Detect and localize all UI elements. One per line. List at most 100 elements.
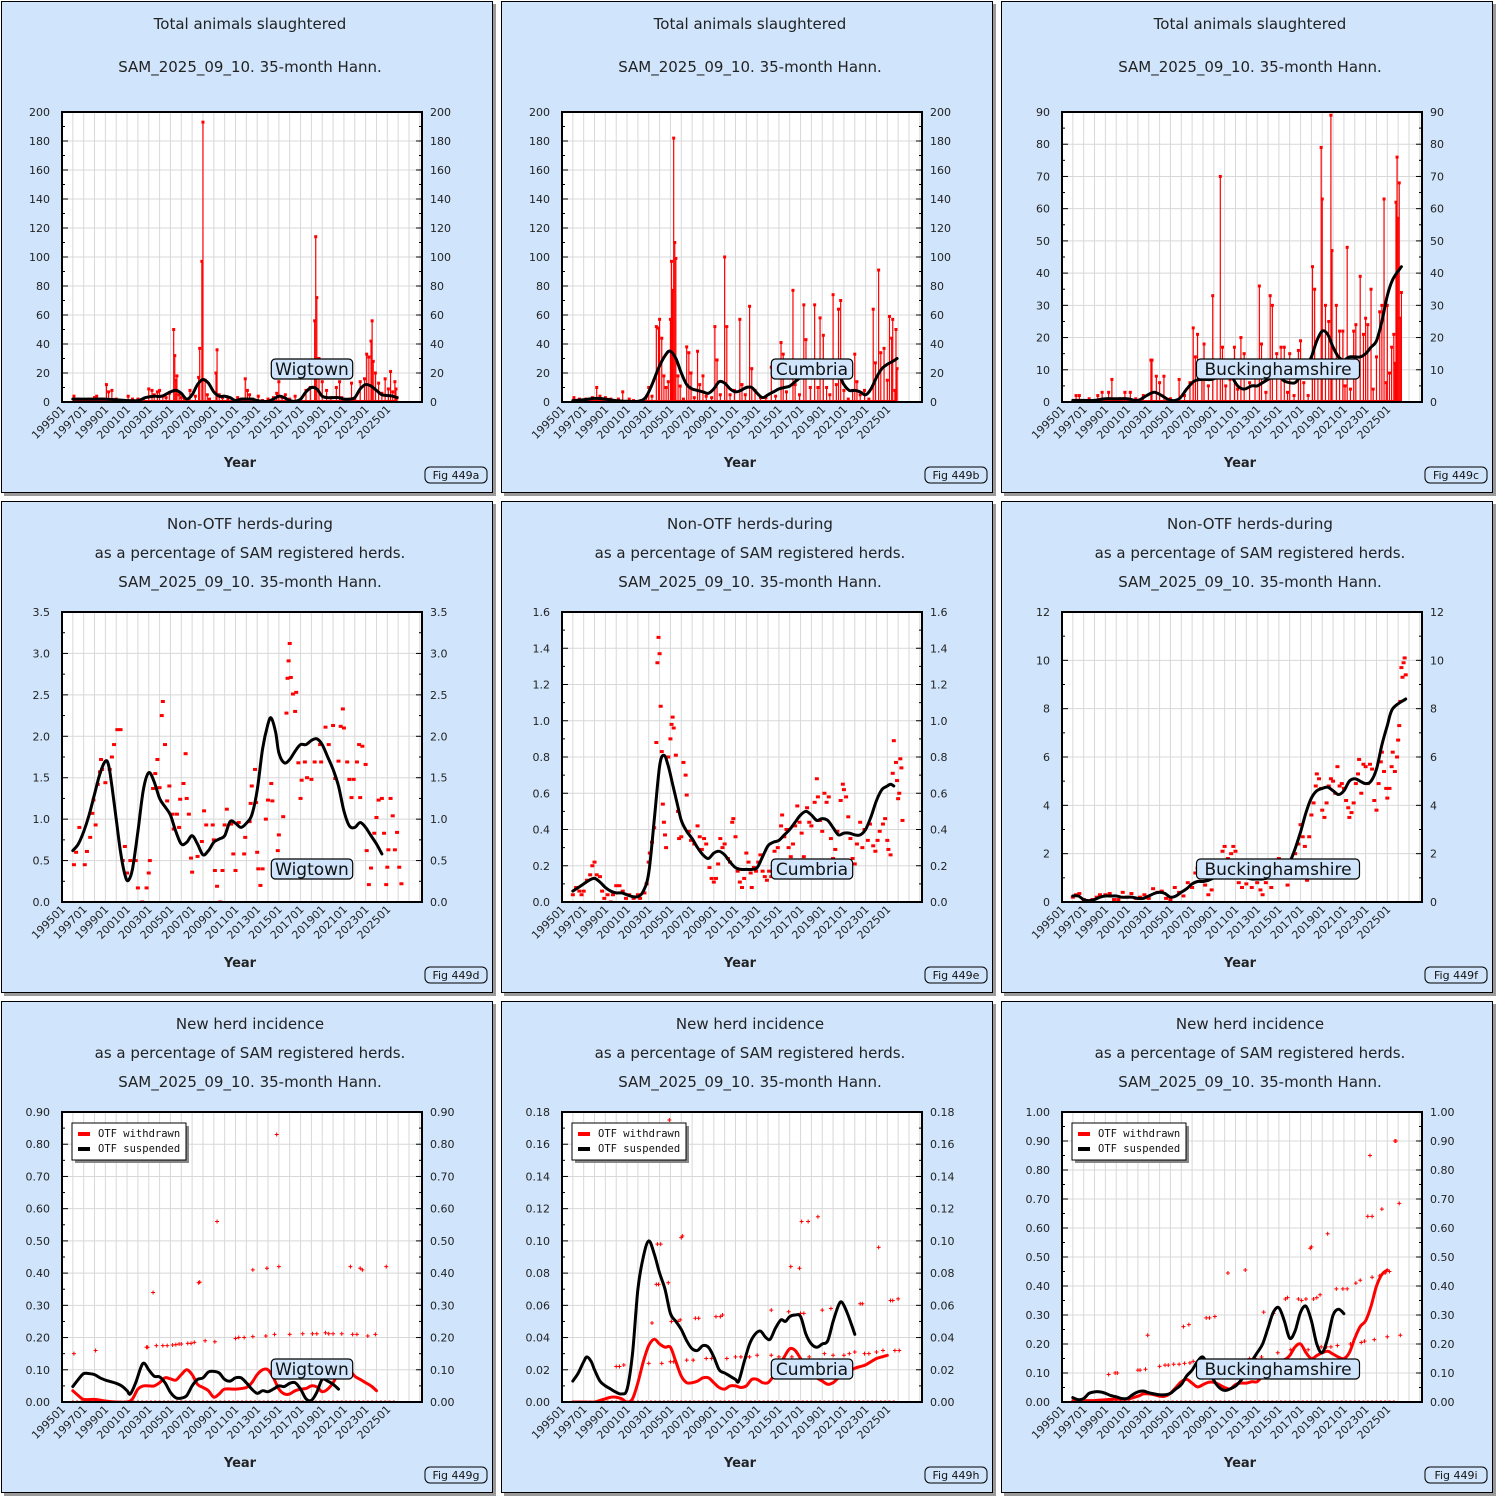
x-axis-label: Year [223,456,257,471]
raw-point [1260,893,1265,897]
chart-title-line-1: Non-OTF herds-during [667,515,833,533]
chart-title-line-3: SAM_2025_09_10. 35-month Hann. [1118,573,1382,592]
raw-point [165,799,170,803]
region-label-box [770,358,854,380]
raw-point [672,136,676,140]
plot-frame [61,1111,423,1403]
raw-point [595,386,599,389]
raw-point [276,1264,281,1269]
raw-point [848,837,853,841]
figure-label: Fig 449f [1424,966,1488,984]
raw-point [385,865,390,869]
y-tick-label-right: 0.6 [930,787,948,800]
y-tick-label-left: 0.10 [26,1364,51,1377]
raw-point [394,387,398,391]
raw-point [1309,813,1314,817]
y-tick-label-left: 0.50 [26,1235,51,1248]
raw-point [1306,1347,1311,1352]
raw-point [617,884,622,888]
raw-point [1357,757,1362,761]
x-axis-label: Year [723,456,757,471]
raw-point [668,317,672,321]
chart-title-line-2: as a percentage of SAM registered herds. [95,544,406,562]
raw-point [250,1267,255,1272]
raw-point [351,777,356,781]
raw-point [1225,1270,1230,1275]
raw-point [1232,345,1236,349]
raw-point [197,1280,202,1285]
raw-point [1166,1363,1171,1368]
raw-point [95,394,99,398]
raw-point [581,889,586,893]
raw-point [790,842,795,846]
raw-point [880,1348,885,1353]
raw-point [621,1362,626,1367]
y-tick-label-left: 4 [1043,799,1050,812]
raw-point [880,822,885,826]
y-tick-label-right: 0.14 [930,1170,955,1183]
y-tick-label-left: 160 [529,164,550,177]
y-tick-label-left: 0 [1043,896,1050,909]
raw-point [1275,352,1279,356]
raw-point [855,380,859,384]
raw-point [1402,656,1407,660]
raw-point [1288,352,1292,356]
raw-point [1171,1362,1176,1367]
raw-point [797,820,802,824]
raw-point [799,831,804,835]
raw-point [147,387,151,391]
x-axis-label: Year [223,1456,257,1471]
raw-point [1142,893,1147,897]
series-line-35-month-hann [71,716,384,883]
raw-point [733,1354,738,1359]
raw-point [253,767,258,771]
raw-point [828,393,832,397]
raw-point [1311,1297,1316,1302]
y-tick-label-left: 0.50 [1026,1251,1051,1264]
x-axis-label: Year [1223,1456,1257,1471]
raw-point [153,772,158,776]
y-tick-label-left: 140 [529,193,550,206]
y-tick-label-right: 60 [430,309,444,322]
raw-point [287,641,292,645]
raw-point [756,860,761,864]
y-tick-label-right: 0.2 [930,860,948,873]
raw-point [190,870,195,874]
legend-box [71,1122,187,1161]
raw-point [892,1348,897,1353]
raw-point [1379,750,1384,754]
raw-point [750,367,754,371]
chart-title-line-1: Non-OTF herds-during [1167,515,1333,533]
raw-point [357,743,362,747]
raw-point [211,838,216,842]
legend-label: OTF withdrawn [98,1128,180,1140]
y-tick-label-left: 0.20 [1026,1338,1051,1351]
raw-point [1347,815,1352,819]
raw-point [1168,898,1173,902]
raw-point [358,1266,363,1271]
y-tick-label-right: 0.40 [1430,1280,1455,1293]
legend-swatch [78,1147,90,1151]
raw-point [371,359,375,363]
figure-label-text: Fig 449h [932,1469,979,1482]
raw-point [1343,384,1347,388]
raw-point [236,396,240,400]
raw-point [1320,197,1324,201]
raw-point [684,793,689,797]
chart-title-line-1: Total animals slaughtered [653,15,847,33]
raw-point [655,661,660,665]
raw-point [837,307,841,311]
chart-title-line-2: as a percentage of SAM registered herds. [95,1044,406,1062]
figure-label-text: Fig 449b [932,469,979,482]
region-label-text: Buckinghamshire [1204,860,1351,880]
y-tick-label-left: 0.8 [533,751,551,764]
raw-point [104,383,108,387]
raw-point [1233,849,1238,853]
chart-title-line-3: SAM_2025_09_10. 35-month Hann. [118,1073,382,1092]
raw-point [740,886,744,889]
raw-point [215,884,220,888]
raw-point [1334,1286,1339,1291]
raw-point [818,316,822,320]
raw-point [656,635,661,639]
raw-point [820,829,825,833]
